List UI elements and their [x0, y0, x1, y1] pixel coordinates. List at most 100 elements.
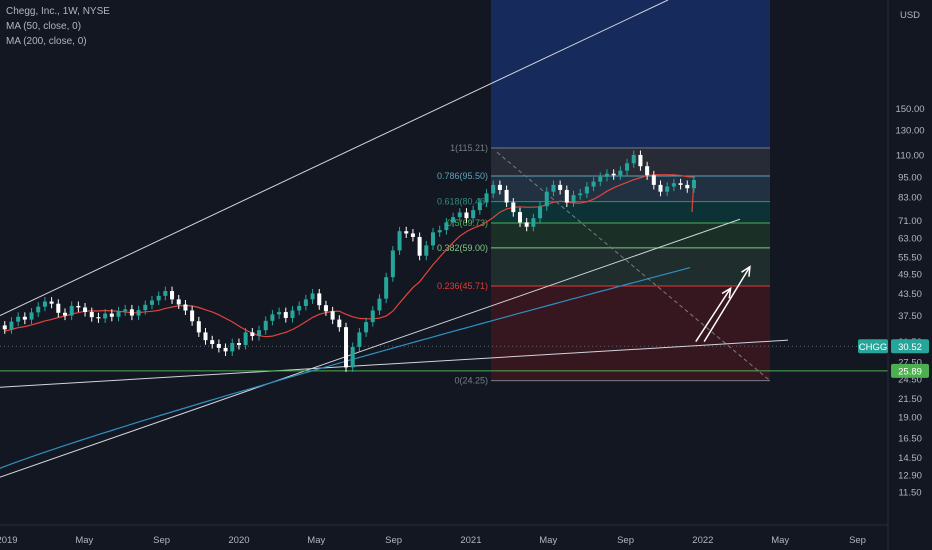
candle-body [89, 312, 94, 318]
fib-diagonal[interactable] [496, 151, 771, 382]
candle-body [143, 304, 148, 311]
fib-zone-0.618 [491, 201, 770, 223]
last-price-text: 30.52 [898, 342, 922, 353]
fib-zone-0.382 [491, 247, 770, 287]
time-tick-label: Sep [849, 535, 866, 546]
time-axis[interactable]: 2019 May Sep 2020 May Sep 2021 May Sep 2022 May Sep [0, 524, 888, 546]
candle-body [230, 343, 235, 352]
candle-body [370, 310, 375, 323]
fib-label-0.618: 0.618(80.46) [437, 197, 488, 207]
candle-body [203, 332, 208, 341]
candle-body [491, 184, 496, 194]
fib-label-0.5: 0.5(69.73) [447, 218, 488, 228]
candle-body [210, 340, 215, 344]
candle-body [611, 173, 616, 176]
candle-body [531, 218, 536, 227]
candle-body [631, 154, 636, 164]
candle-body [364, 322, 369, 333]
trendline-1[interactable] [0, 0, 669, 317]
candle-body [129, 309, 134, 316]
projection-arrow-2[interactable] [703, 266, 751, 342]
candle-body [83, 307, 88, 313]
trendlines[interactable] [0, 0, 888, 478]
time-tick-label: Sep [153, 535, 170, 546]
candle-body [544, 191, 549, 207]
time-tick-label: Sep [617, 535, 634, 546]
candle-body [250, 332, 255, 337]
fibonacci-retracement[interactable]: 1(115.21) 0.786(95.50) 0.618(80.46) 0.5(69.… [437, 0, 771, 386]
price-tick-label: 24.50 [898, 375, 922, 386]
candle-body [484, 193, 489, 203]
candle-body [116, 311, 121, 317]
candle-body [357, 332, 362, 347]
candle-body [584, 186, 589, 194]
time-tick-label: 2022 [692, 535, 713, 546]
candle-body [29, 312, 34, 320]
candle-body [397, 231, 402, 251]
candle-body [511, 202, 516, 213]
price-tick-label: 71.00 [898, 216, 922, 227]
candle-body [651, 175, 656, 185]
time-tick-label: May [75, 535, 93, 546]
projection-arrows[interactable] [695, 265, 751, 343]
candle-body [297, 305, 302, 311]
symbol-title[interactable]: Chegg, Inc., 1W, NYSE [6, 6, 110, 17]
candle-body [9, 321, 14, 330]
candle-body [290, 310, 295, 318]
candle-body [444, 222, 449, 231]
candle-body [658, 184, 663, 192]
candle-body [62, 312, 67, 316]
price-tick-label: 16.50 [898, 434, 922, 445]
ma200-legend[interactable]: MA (200, close, 0) [6, 36, 87, 47]
candle-body [257, 330, 262, 337]
candle-body [604, 173, 609, 177]
fib-label-0.236: 0.236(45.71) [437, 281, 488, 291]
candle-body [236, 343, 241, 345]
candle-body [123, 309, 128, 312]
time-tick-label: May [307, 535, 325, 546]
price-tick-label: 19.00 [898, 413, 922, 424]
candle-body [564, 189, 569, 203]
candle-body [464, 212, 469, 219]
candle-body [551, 184, 556, 192]
last-price-badge[interactable] [891, 339, 929, 354]
candle-body [216, 343, 221, 348]
candle-body [156, 295, 161, 301]
candle-body [16, 316, 21, 322]
ma50-line [4, 174, 695, 338]
candle-body [196, 321, 201, 333]
candle-body [263, 320, 268, 331]
candle-body [451, 217, 456, 223]
candle-body [671, 183, 676, 187]
projection-arrow-1[interactable] [695, 287, 732, 343]
support-price-badge[interactable] [891, 363, 929, 378]
fib-zone-0.5 [491, 222, 770, 248]
symbol-badge-text: CHGG [859, 342, 888, 353]
time-tick-label: 2019 [0, 535, 18, 546]
candle-body [323, 305, 328, 312]
candle-body [36, 306, 41, 313]
candle-body [330, 311, 335, 320]
price-axis[interactable]: USD 150.00 130.00 110.00 95.00 83.00 71.00 63.0… [858, 0, 932, 550]
price-tick-label: 110.00 [896, 150, 924, 161]
symbol-badge[interactable] [858, 339, 888, 354]
candle-body [96, 317, 101, 319]
candle-body [591, 181, 596, 187]
candle-body [558, 184, 563, 190]
candle-body [517, 212, 522, 223]
candle-body [618, 170, 623, 176]
candle-body [404, 231, 409, 234]
price-tick-label: 43.50 [898, 289, 922, 300]
price-tick-label: 95.00 [898, 172, 922, 183]
candle-body [277, 312, 282, 315]
trendline-2[interactable] [0, 218, 741, 478]
candle-body [69, 305, 74, 316]
ma50-legend[interactable]: MA (50, close, 0) [6, 21, 82, 32]
time-tick-label: May [771, 535, 789, 546]
candle-body [691, 179, 696, 189]
candle-body [317, 293, 322, 306]
trendline-3[interactable] [0, 339, 789, 388]
currency-label: USD [900, 10, 920, 21]
